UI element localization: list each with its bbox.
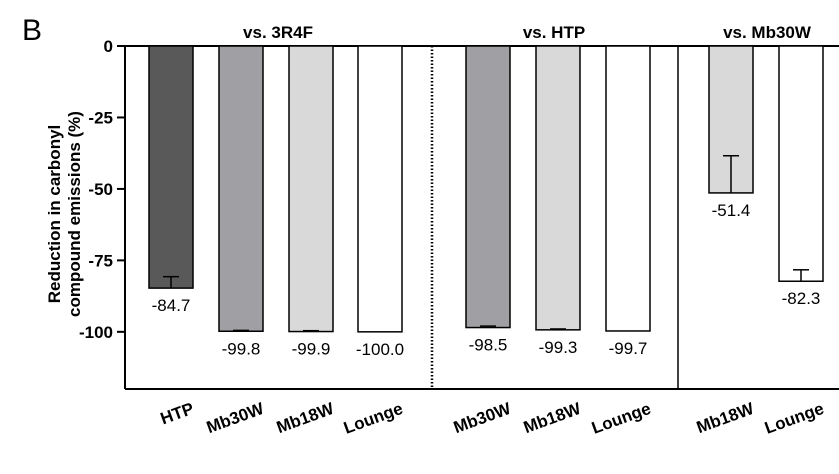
data-label: -84.7 <box>152 296 191 315</box>
bar <box>708 45 754 194</box>
category-label: Mb30W <box>204 399 267 438</box>
data-label: -99.9 <box>292 340 331 359</box>
group-title: vs. HTP <box>523 23 585 42</box>
data-label: -100.0 <box>356 340 404 359</box>
group-title: vs. Mb30W <box>723 23 812 42</box>
category-label: Mb18W <box>694 399 757 438</box>
category-label: HTP <box>158 399 196 428</box>
category-label: Mb30W <box>451 399 514 438</box>
bar <box>288 45 334 333</box>
bar <box>148 45 194 289</box>
category-label: Mb18W <box>274 399 337 438</box>
bar <box>465 45 511 329</box>
data-label: -51.4 <box>712 201 751 220</box>
bar <box>778 45 824 282</box>
y-tick-label: -100 <box>79 323 113 342</box>
y-axis-title-line: compound emissions (%) <box>65 111 84 317</box>
data-label: -99.3 <box>539 338 578 357</box>
category-label: Lounge <box>762 399 826 438</box>
data-label: -99.8 <box>222 339 261 358</box>
y-tick-label: 0 <box>104 37 113 56</box>
y-tick-label: -25 <box>88 108 113 127</box>
bar <box>535 45 581 331</box>
bar <box>357 45 403 333</box>
y-axis-title-line: Reduction in carbonyl <box>45 125 64 304</box>
data-label: -99.7 <box>609 339 648 358</box>
y-tick-label: -75 <box>88 251 113 270</box>
panel-letter: B <box>22 14 42 47</box>
data-label: -98.5 <box>469 336 508 355</box>
category-label: Lounge <box>589 399 653 438</box>
bar <box>218 45 264 333</box>
y-axis-title: Reduction in carbonylcompound emissions … <box>45 111 84 317</box>
category-label: Mb18W <box>521 399 584 438</box>
bars <box>148 45 824 333</box>
category-label: Lounge <box>341 399 405 438</box>
data-label: -82.3 <box>782 289 821 308</box>
bar <box>605 45 651 332</box>
y-tick-label: -50 <box>88 180 113 199</box>
group-title: vs. 3R4F <box>243 23 313 42</box>
